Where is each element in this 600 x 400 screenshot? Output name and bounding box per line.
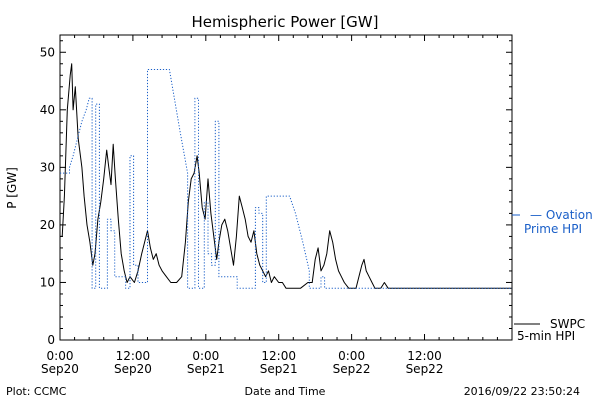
legend-ovation-label-1: — Ovation	[530, 208, 593, 222]
y-tick-label: 30	[40, 160, 55, 174]
x-tick-label-time: 0:00	[192, 349, 219, 363]
y-axis: 0 10 20 30 40 50	[40, 40, 512, 347]
y-tick-label: 20	[40, 218, 55, 232]
x-tick-label-time: 12:00	[116, 349, 151, 363]
x-tick-label-time: 0:00	[338, 349, 365, 363]
footer-plot-credit: Plot: CCMC	[6, 385, 67, 398]
y-tick-label: 0	[47, 333, 55, 347]
legend-swpc-label-2: 5-min HPI	[517, 329, 575, 343]
y-tick-label: 40	[40, 103, 55, 117]
x-tick-label-date: Sep22	[406, 362, 444, 376]
x-tick-label-time: 12:00	[407, 349, 442, 363]
footer-timestamp: 2016/09/22 23:50:24	[464, 385, 580, 398]
x-tick-label-time: 12:00	[261, 349, 296, 363]
legend-ovation-label-2: Prime HPI	[524, 222, 582, 236]
y-tick-label: 50	[40, 45, 55, 59]
x-tick-label-date: Sep21	[187, 362, 225, 376]
x-tick-label-date: Sep22	[333, 362, 371, 376]
legend-swpc-label-1: SWPC	[550, 317, 585, 331]
x-axis: 0:00Sep2012:00Sep200:00Sep2112:00Sep210:…	[41, 35, 513, 376]
x-tick-label-time: 0:00	[47, 349, 74, 363]
x-axis-label: Date and Time	[245, 385, 326, 398]
x-tick-label-date: Sep20	[41, 362, 79, 376]
x-tick-label-date: Sep20	[114, 362, 152, 376]
series-group	[60, 63, 512, 289]
series-swpc-line	[60, 63, 512, 289]
x-tick-label-date: Sep21	[260, 362, 298, 376]
plot-frame	[59, 34, 513, 341]
chart-title: Hemispheric Power [GW]	[192, 13, 379, 31]
y-tick-label: 10	[40, 275, 55, 289]
series-ovation-line	[60, 69, 512, 289]
y-axis-label: P [GW]	[5, 167, 19, 209]
